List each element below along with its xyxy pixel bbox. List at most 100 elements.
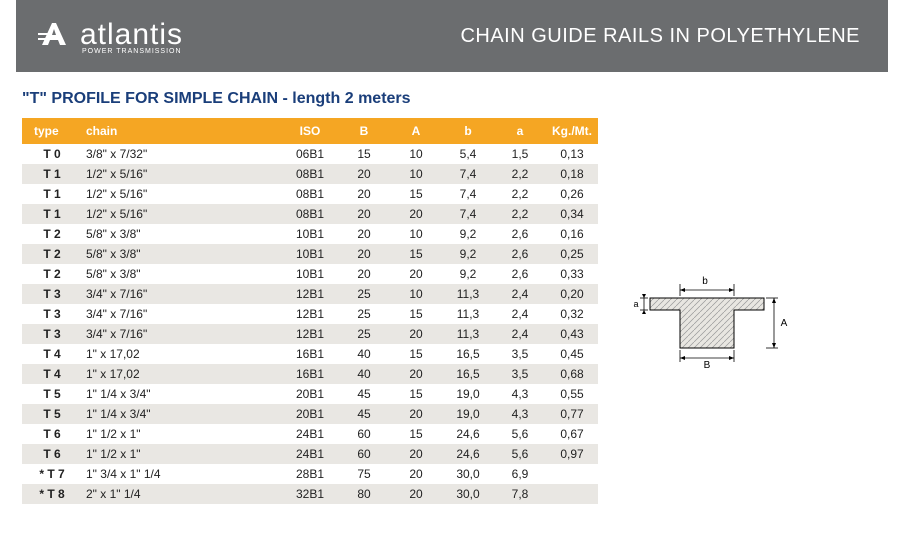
table-row: T 41" x 17,0216B1402016,53,50,68 [22, 364, 598, 384]
table-cell: 1" 1/4 x 3/4" [82, 404, 282, 424]
table-cell: 12B1 [282, 304, 338, 324]
table-cell: 11,3 [442, 324, 494, 344]
table-cell: 0,34 [546, 204, 598, 224]
table-cell: 3/4" x 7/16" [82, 284, 282, 304]
brand-logo: atlantis POWER TRANSMISSION [38, 17, 183, 56]
table-cell: 45 [338, 384, 390, 404]
table-cell: 7,8 [494, 484, 546, 504]
col-iso: ISO [282, 118, 338, 144]
col-chain: chain [82, 118, 282, 144]
table-cell: 6,9 [494, 464, 546, 484]
table-cell: 2,6 [494, 244, 546, 264]
table-cell: 24B1 [282, 424, 338, 444]
table-row: T 33/4" x 7/16"12B1251011,32,40,20 [22, 284, 598, 304]
table-cell: 30,0 [442, 464, 494, 484]
table-cell: 7,4 [442, 164, 494, 184]
table-cell: 11,3 [442, 284, 494, 304]
table-cell: T 5 [22, 384, 82, 404]
table-cell [546, 464, 598, 484]
table-cell: 11,3 [442, 304, 494, 324]
table-cell: 4,3 [494, 384, 546, 404]
table-cell: 12B1 [282, 284, 338, 304]
table-cell: 1" 1/2 x 1" [82, 424, 282, 444]
table-cell: 40 [338, 364, 390, 384]
table-cell: 5/8" x 3/8" [82, 224, 282, 244]
table-row: T 61" 1/2 x 1"24B1601524,65,60,67 [22, 424, 598, 444]
table-cell: 20 [338, 244, 390, 264]
table-cell: 9,2 [442, 224, 494, 244]
table-cell: 0,77 [546, 404, 598, 424]
table-cell: T 5 [22, 404, 82, 424]
table-cell: T 6 [22, 444, 82, 464]
table-cell: 4,3 [494, 404, 546, 424]
diagram-label-b: b [702, 276, 708, 287]
table-cell: 5,4 [442, 144, 494, 164]
col-a-lower: a [494, 118, 546, 144]
table-cell: 32B1 [282, 484, 338, 504]
table-cell: T 2 [22, 224, 82, 244]
col-b-lower: b [442, 118, 494, 144]
table-cell: 10B1 [282, 264, 338, 284]
table-cell: 20 [390, 264, 442, 284]
table-cell: 5,6 [494, 444, 546, 464]
table-cell: 2,2 [494, 204, 546, 224]
table-cell: * T 8 [22, 484, 82, 504]
table-cell: 20 [390, 444, 442, 464]
col-A: A [390, 118, 442, 144]
table-cell: 0,55 [546, 384, 598, 404]
table-cell: 9,2 [442, 264, 494, 284]
table-row: T 61" 1/2 x 1"24B1602024,65,60,97 [22, 444, 598, 464]
table-row: T 51" 1/4 x 3/4"20B1452019,04,30,77 [22, 404, 598, 424]
table-cell: 24,6 [442, 424, 494, 444]
table-cell: 0,32 [546, 304, 598, 324]
table-cell: 16,5 [442, 344, 494, 364]
logo-mark [38, 17, 72, 56]
table-cell: 3/4" x 7/16" [82, 304, 282, 324]
table-cell: 16B1 [282, 344, 338, 364]
table-cell: 2,2 [494, 184, 546, 204]
table-cell: 20 [390, 484, 442, 504]
table-row: T 11/2" x 5/16"08B120107,42,20,18 [22, 164, 598, 184]
table-cell: 1" 1/4 x 3/4" [82, 384, 282, 404]
table-cell: 0,18 [546, 164, 598, 184]
table-cell: 15 [390, 344, 442, 364]
table-cell: 3/8" x 7/32" [82, 144, 282, 164]
table-cell: 3/4" x 7/16" [82, 324, 282, 344]
table-cell: T 4 [22, 364, 82, 384]
table-cell: 80 [338, 484, 390, 504]
table-cell: T 3 [22, 304, 82, 324]
table-cell: 15 [390, 184, 442, 204]
table-cell: T 4 [22, 344, 82, 364]
table-body: T 03/8" x 7/32"06B115105,41,50,13T 11/2"… [22, 144, 598, 504]
table-cell: 7,4 [442, 204, 494, 224]
table-cell: 2,4 [494, 324, 546, 344]
page-title: CHAIN GUIDE RAILS IN POLYETHYLENE [460, 25, 860, 48]
table-cell: 16B1 [282, 364, 338, 384]
table-section: "T" PROFILE FOR SIMPLE CHAIN - length 2 … [22, 90, 598, 504]
diagram-label-B: B [704, 360, 711, 370]
table-cell: 45 [338, 404, 390, 424]
table-cell: 40 [338, 344, 390, 364]
table-cell: 10 [390, 284, 442, 304]
table-row: * T 71" 3/4 x 1" 1/428B1752030,06,9 [22, 464, 598, 484]
table-cell: 24B1 [282, 444, 338, 464]
table-cell: 10B1 [282, 244, 338, 264]
content-area: "T" PROFILE FOR SIMPLE CHAIN - length 2 … [0, 72, 904, 514]
table-cell: 15 [390, 304, 442, 324]
table-cell: 0,33 [546, 264, 598, 284]
table-cell: 25 [338, 324, 390, 344]
table-cell: 5/8" x 3/8" [82, 264, 282, 284]
table-cell [546, 484, 598, 504]
table-row: T 11/2" x 5/16"08B120207,42,20,34 [22, 204, 598, 224]
table-cell: 0,20 [546, 284, 598, 304]
table-row: T 11/2" x 5/16"08B120157,42,20,26 [22, 184, 598, 204]
table-cell: T 3 [22, 284, 82, 304]
table-cell: 0,43 [546, 324, 598, 344]
table-cell: 25 [338, 304, 390, 324]
table-cell: T 1 [22, 204, 82, 224]
table-cell: 2,2 [494, 164, 546, 184]
table-cell: 2,4 [494, 284, 546, 304]
table-cell: 28B1 [282, 464, 338, 484]
table-cell: 15 [338, 144, 390, 164]
table-cell: 0,45 [546, 344, 598, 364]
